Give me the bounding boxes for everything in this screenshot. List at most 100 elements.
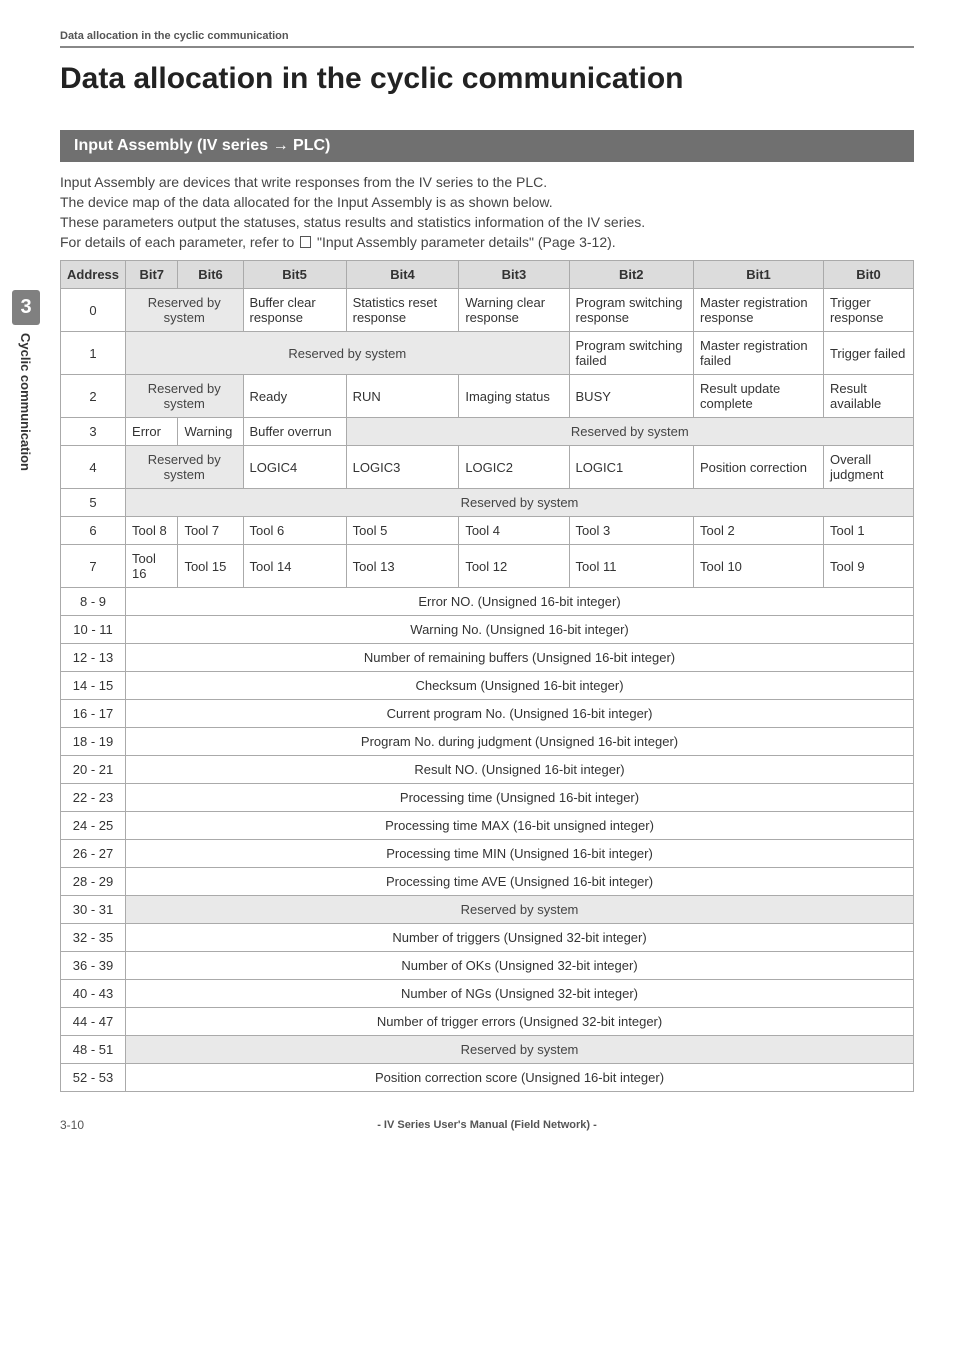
bit-cell: Tool 3 — [569, 517, 693, 545]
section-heading: Input Assembly (IV series → PLC) — [60, 130, 914, 162]
addr-cell: 36 - 39 — [61, 952, 126, 980]
table-row: 0 Reserved by system Buffer clear respon… — [61, 289, 914, 332]
col-bit1: Bit1 — [693, 261, 823, 289]
bit-cell: Overall judgment — [823, 446, 913, 489]
table-row: 44 - 47 Number of trigger errors (Unsign… — [61, 1008, 914, 1036]
table-row: 28 - 29 Processing time AVE (Unsigned 16… — [61, 868, 914, 896]
footer-page-number: 3-10 — [60, 1118, 120, 1132]
table-row: 30 - 31 Reserved by system — [61, 896, 914, 924]
bit-cell: Trigger failed — [823, 332, 913, 375]
table-row: 5 Reserved by system — [61, 489, 914, 517]
addr-cell: 8 - 9 — [61, 588, 126, 616]
bit-cell: LOGIC2 — [459, 446, 569, 489]
bit-cell: Program switching response — [569, 289, 693, 332]
reserved-cell: Reserved by system — [126, 446, 243, 489]
span-cell: Processing time AVE (Unsigned 16-bit int… — [126, 868, 914, 896]
addr-cell: 2 — [61, 375, 126, 418]
col-bit7: Bit7 — [126, 261, 178, 289]
addr-cell: 0 — [61, 289, 126, 332]
page-footer: 3-10 - IV Series User's Manual (Field Ne… — [60, 1118, 914, 1132]
addr-cell: 4 — [61, 446, 126, 489]
span-cell: Number of NGs (Unsigned 32-bit integer) — [126, 980, 914, 1008]
bit-cell: Tool 11 — [569, 545, 693, 588]
reserved-cell: Reserved by system — [126, 289, 243, 332]
bit-cell: Master registration response — [693, 289, 823, 332]
span-cell: Number of OKs (Unsigned 32-bit integer) — [126, 952, 914, 980]
addr-cell: 7 — [61, 545, 126, 588]
bit-cell: Tool 4 — [459, 517, 569, 545]
bit-cell: Tool 15 — [178, 545, 243, 588]
bit-cell: Tool 8 — [126, 517, 178, 545]
span-cell: Result NO. (Unsigned 16-bit integer) — [126, 756, 914, 784]
addr-cell: 48 - 51 — [61, 1036, 126, 1064]
bit-cell: Ready — [243, 375, 346, 418]
span-cell: Processing time MIN (Unsigned 16-bit int… — [126, 840, 914, 868]
bit-cell: Trigger response — [823, 289, 913, 332]
bit-cell: Program switching failed — [569, 332, 693, 375]
reserved-cell: Reserved by system — [126, 896, 914, 924]
span-cell: Checksum (Unsigned 16-bit integer) — [126, 672, 914, 700]
table-header-row: Address Bit7 Bit6 Bit5 Bit4 Bit3 Bit2 Bi… — [61, 261, 914, 289]
span-cell: Warning No. (Unsigned 16-bit integer) — [126, 616, 914, 644]
bit-cell: Tool 12 — [459, 545, 569, 588]
bit-cell: Tool 16 — [126, 545, 178, 588]
table-row: 1 Reserved by system Program switching f… — [61, 332, 914, 375]
addr-cell: 26 - 27 — [61, 840, 126, 868]
table-row: 8 - 9 Error NO. (Unsigned 16-bit integer… — [61, 588, 914, 616]
input-assembly-table: Address Bit7 Bit6 Bit5 Bit4 Bit3 Bit2 Bi… — [60, 260, 914, 1092]
page-title: Data allocation in the cyclic communicat… — [60, 62, 914, 96]
col-bit4: Bit4 — [346, 261, 459, 289]
bit-cell: Position correction — [693, 446, 823, 489]
col-address: Address — [61, 261, 126, 289]
bit-cell: LOGIC4 — [243, 446, 346, 489]
bit-cell: Imaging status — [459, 375, 569, 418]
col-bit0: Bit0 — [823, 261, 913, 289]
bit-cell: Tool 6 — [243, 517, 346, 545]
reserved-cell: Reserved by system — [346, 418, 913, 446]
table-row: 24 - 25 Processing time MAX (16-bit unsi… — [61, 812, 914, 840]
addr-cell: 14 - 15 — [61, 672, 126, 700]
chapter-side-tab: 3 Cyclic communication — [12, 290, 40, 471]
chapter-side-label: Cyclic communication — [12, 333, 33, 471]
addr-cell: 6 — [61, 517, 126, 545]
table-row: 3 Error Warning Buffer overrun Reserved … — [61, 418, 914, 446]
table-row: 48 - 51 Reserved by system — [61, 1036, 914, 1064]
table-row: 26 - 27 Processing time MIN (Unsigned 16… — [61, 840, 914, 868]
bit-cell: LOGIC1 — [569, 446, 693, 489]
addr-cell: 16 - 17 — [61, 700, 126, 728]
chapter-number-badge: 3 — [12, 290, 40, 325]
bit-cell: Tool 2 — [693, 517, 823, 545]
bit-cell: Master registration failed — [693, 332, 823, 375]
bit-cell: Tool 13 — [346, 545, 459, 588]
addr-cell: 30 - 31 — [61, 896, 126, 924]
span-cell: Processing time MAX (16-bit unsigned int… — [126, 812, 914, 840]
bit-cell: Tool 14 — [243, 545, 346, 588]
running-header: Data allocation in the cyclic communicat… — [60, 30, 914, 48]
addr-cell: 40 - 43 — [61, 980, 126, 1008]
reference-icon — [300, 236, 311, 248]
table-row: 40 - 43 Number of NGs (Unsigned 32-bit i… — [61, 980, 914, 1008]
span-cell: Processing time (Unsigned 16-bit integer… — [126, 784, 914, 812]
bit-cell: Tool 9 — [823, 545, 913, 588]
table-row: 36 - 39 Number of OKs (Unsigned 32-bit i… — [61, 952, 914, 980]
intro-text-fragment: "Input Assembly parameter details" (Page… — [313, 234, 616, 250]
addr-cell: 52 - 53 — [61, 1064, 126, 1092]
reserved-cell: Reserved by system — [126, 489, 914, 517]
col-bit3: Bit3 — [459, 261, 569, 289]
table-row: 6 Tool 8 Tool 7 Tool 6 Tool 5 Tool 4 Too… — [61, 517, 914, 545]
table-row: 18 - 19 Program No. during judgment (Uns… — [61, 728, 914, 756]
addr-cell: 1 — [61, 332, 126, 375]
addr-cell: 18 - 19 — [61, 728, 126, 756]
table-row: 14 - 15 Checksum (Unsigned 16-bit intege… — [61, 672, 914, 700]
reserved-cell: Reserved by system — [126, 1036, 914, 1064]
span-cell: Number of remaining buffers (Unsigned 16… — [126, 644, 914, 672]
intro-line: For details of each parameter, refer to … — [60, 234, 914, 250]
footer-manual-title: - IV Series User's Manual (Field Network… — [120, 1119, 854, 1131]
table-row: 10 - 11 Warning No. (Unsigned 16-bit int… — [61, 616, 914, 644]
bit-cell: Buffer overrun — [243, 418, 346, 446]
reserved-cell: Reserved by system — [126, 375, 243, 418]
bit-cell: Tool 10 — [693, 545, 823, 588]
addr-cell: 12 - 13 — [61, 644, 126, 672]
bit-cell: Tool 1 — [823, 517, 913, 545]
bit-cell: Error — [126, 418, 178, 446]
